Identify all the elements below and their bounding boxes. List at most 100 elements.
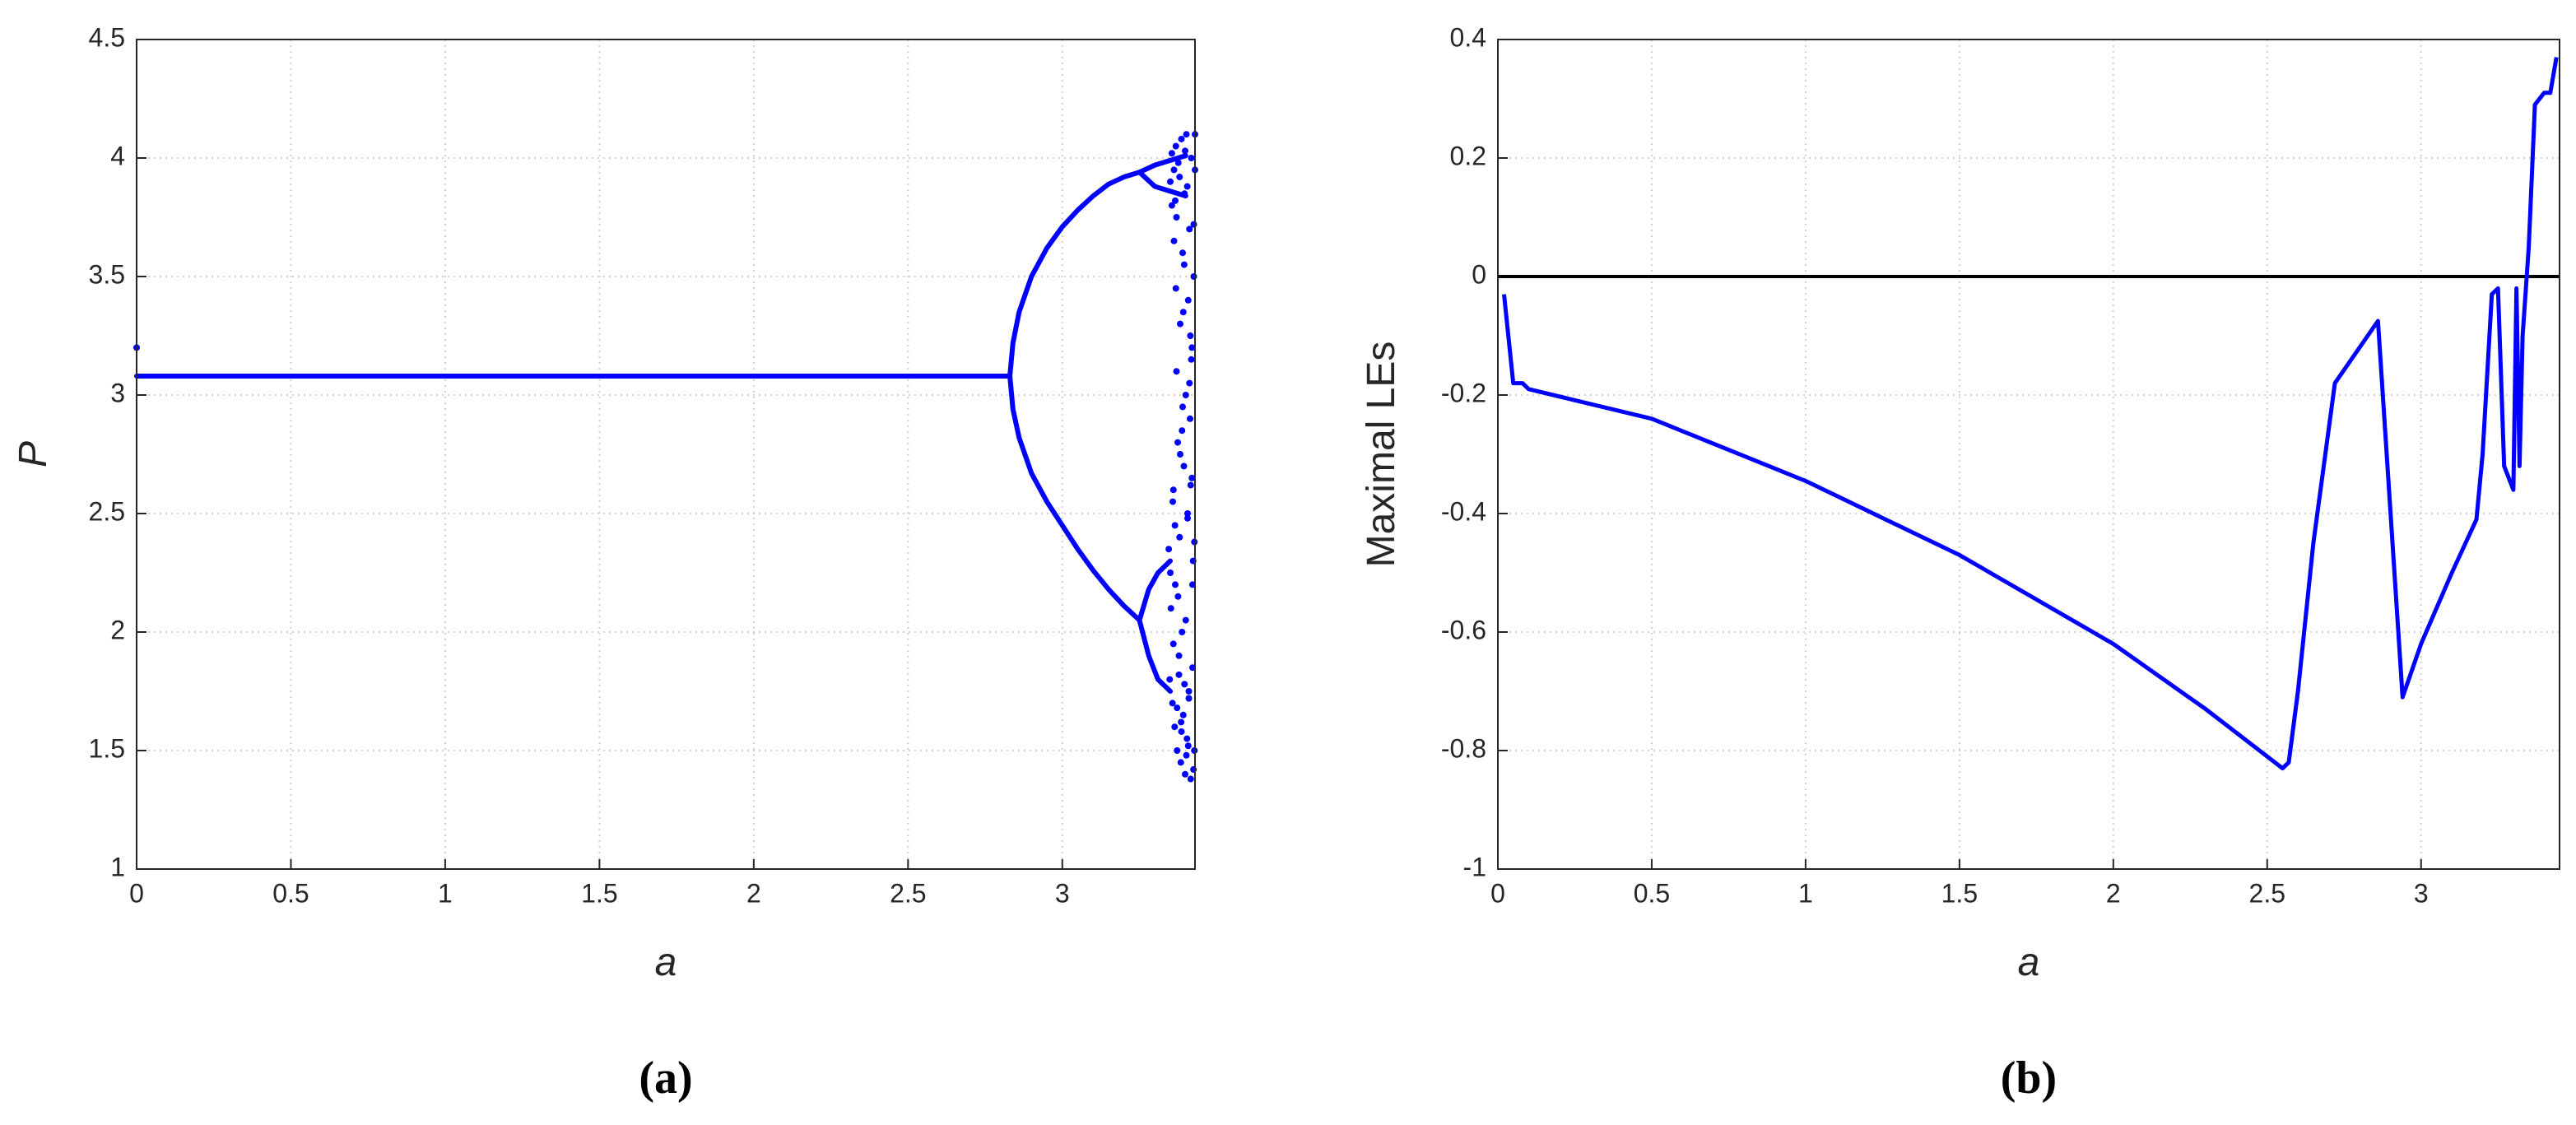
y-tick-label: -0.8 [1441,733,1486,763]
point [1181,681,1188,688]
x-tick-label: 0 [1490,878,1505,908]
point [1179,309,1187,316]
branch-line [1137,170,1188,199]
x-tick-label: 0.5 [272,878,309,908]
point [1188,155,1195,161]
x-tick-label: 3 [2414,878,2429,908]
y-axis-label: P [12,441,55,467]
axes-frame [136,39,1196,870]
point [1175,671,1183,678]
point [1177,320,1184,328]
x-tick-label: 2.5 [890,878,926,908]
y-tick-label: 0.4 [1450,22,1486,52]
point [1182,392,1189,398]
point [1177,759,1184,766]
point [1184,514,1192,522]
x-tick-label: 1 [1798,878,1813,908]
point [1175,652,1183,659]
point [1178,135,1185,142]
point [1178,728,1185,735]
point [1179,427,1186,435]
x-tick-label: 2 [746,878,761,908]
plot-area [1498,40,2560,869]
point [1173,368,1180,375]
point [1183,183,1191,190]
series-line [1501,57,2559,771]
point [1188,356,1195,363]
point [1171,723,1179,731]
point [1186,225,1193,233]
x-tick-label: 2 [2106,878,2121,908]
y-tick-label: 0 [1472,259,1486,289]
point [1174,439,1182,446]
point [1169,640,1177,648]
y-tick-label: 1.5 [89,733,125,763]
point [1186,379,1193,387]
point [1183,735,1191,742]
point [1169,498,1177,505]
x-tick-label: 1 [438,878,453,908]
point [1187,332,1194,339]
x-tick-label: 0.5 [1634,878,1670,908]
point [1167,178,1174,185]
point [1165,546,1173,553]
x-axis-label: a [2018,941,2040,984]
point [1188,344,1196,351]
y-tick-label: 0.2 [1450,141,1486,170]
point [1176,174,1183,181]
point [1172,581,1179,588]
point [1172,197,1179,204]
point [1185,688,1193,695]
caption: (b) [2001,1053,2057,1104]
point [1180,463,1188,470]
point [1190,221,1197,228]
y-tick-label: 3.5 [89,259,125,289]
point [1171,522,1179,529]
y-axis-label: Maximal LEs [1360,342,1403,568]
point [1169,486,1177,494]
point [1183,131,1190,138]
point [1183,751,1190,759]
point [1179,711,1187,718]
x-tick-label: 1.5 [1941,878,1978,908]
y-tick-label: 1 [110,852,125,881]
point [1170,166,1178,174]
point [1179,249,1187,257]
point [1182,147,1189,155]
x-tick-label: 1.5 [581,878,617,908]
y-tick-label: 4.5 [89,22,125,52]
point [1172,285,1179,292]
point [1172,142,1179,150]
y-tick-label: -0.4 [1441,496,1486,526]
point [1181,190,1188,198]
point [1179,403,1187,411]
point [1174,747,1181,754]
point [1168,150,1175,157]
point [1168,202,1175,209]
point [1174,593,1182,600]
point [1180,261,1188,268]
x-tick-label: 2.5 [2249,878,2285,908]
x-tick-label: 3 [1055,878,1070,908]
point [1187,415,1194,422]
point [1182,616,1189,624]
point [1187,775,1194,783]
branch-line [1137,153,1188,175]
y-tick-label: -0.6 [1441,615,1486,644]
point [1169,700,1176,707]
point [1174,159,1182,166]
y-tick-label: -1 [1463,852,1486,881]
point [1188,474,1196,481]
point [1166,676,1174,683]
y-tick-label: 3 [110,378,125,407]
point [1167,569,1174,576]
point [1190,273,1197,280]
plot-area [137,40,1195,869]
x-tick-label: 0 [129,878,144,908]
y-tick-label: 4 [110,141,125,170]
branch-line [1007,373,1142,623]
branch-line [1137,617,1174,694]
y-tick-label: -0.2 [1441,378,1486,407]
